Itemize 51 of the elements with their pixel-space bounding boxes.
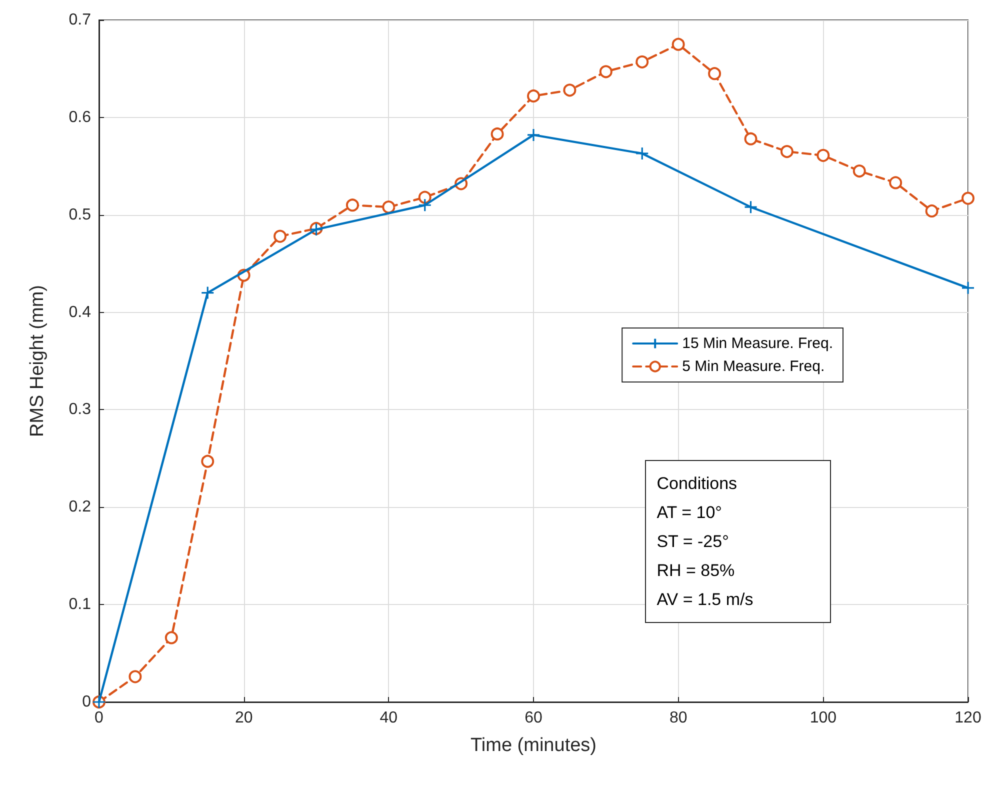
point (164, 631, 178, 644)
point (961, 281, 975, 295)
x-axis-title: Time (minutes) (470, 735, 596, 756)
y-tick-label: 0.7 (68, 12, 92, 28)
y-axis-title: RMS Height (mm) (27, 284, 48, 438)
x-tick-label: 100 (810, 710, 837, 726)
point (418, 190, 432, 204)
point (780, 145, 794, 158)
point (128, 670, 142, 684)
legend-label: 15 Min Measure. Freq. (682, 335, 834, 352)
point (563, 84, 576, 97)
annotation: Conditions (656, 472, 738, 495)
point (274, 230, 287, 243)
point (744, 132, 758, 146)
point (490, 127, 504, 140)
point (925, 204, 938, 218)
point (744, 200, 758, 214)
point (382, 200, 396, 214)
x-tick-label: 60 (524, 710, 542, 726)
annotation: AT = 10° (656, 502, 723, 524)
point (346, 198, 359, 212)
point (526, 128, 540, 142)
point (599, 65, 612, 78)
point (527, 89, 540, 102)
point (200, 286, 214, 300)
y-tick-label: 0.3 (68, 401, 92, 418)
y-tick-label: 0.4 (68, 304, 92, 321)
x-tick-label: 120 (954, 710, 982, 726)
y-tick-label: 0.5 (68, 206, 92, 224)
point (816, 148, 830, 162)
point (672, 38, 685, 51)
annotation: RH = 85% (656, 560, 736, 582)
y-tick-label: 0 (82, 694, 92, 710)
point (201, 454, 214, 468)
x-tick-label: 20 (234, 710, 253, 726)
point (636, 55, 649, 68)
y-tick-label: 0.2 (68, 498, 92, 516)
point (852, 164, 866, 178)
y-tick-label: 0.6 (68, 108, 92, 126)
y-tick-label: 0.1 (68, 596, 92, 614)
x-tick-label: 80 (669, 710, 688, 726)
legend-label: 5 Min Measure. Freq. (682, 358, 825, 375)
point (889, 176, 902, 190)
x-tick-label: 0 (94, 710, 104, 726)
annotation: ST = -25° (656, 530, 730, 553)
x-tick-label: 40 (380, 710, 398, 726)
point (962, 192, 974, 205)
annotation: AV = 1.5 m/s (656, 588, 754, 611)
point (708, 67, 722, 80)
point (635, 146, 649, 160)
point (418, 198, 432, 212)
